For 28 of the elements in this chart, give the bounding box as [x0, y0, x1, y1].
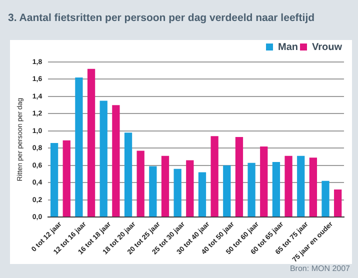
bar — [149, 166, 157, 217]
bar — [124, 132, 132, 217]
bar — [75, 78, 83, 217]
bar — [50, 142, 58, 217]
bar — [136, 150, 144, 217]
bar — [62, 140, 70, 217]
bar — [235, 136, 244, 217]
bar — [223, 165, 231, 217]
bar — [174, 168, 182, 217]
text: Bron: MON 2007 — [290, 264, 350, 273]
bar — [248, 162, 256, 217]
bar — [100, 100, 108, 217]
bar — [87, 68, 96, 217]
legend-label: Vrouw — [312, 42, 342, 53]
bar — [260, 146, 268, 217]
bar — [284, 156, 292, 217]
legend-label: Man — [278, 42, 298, 53]
bar — [309, 158, 317, 217]
bar — [322, 180, 330, 217]
bar — [198, 172, 206, 217]
bar — [112, 105, 120, 217]
bar — [272, 162, 280, 217]
bar — [161, 156, 170, 217]
bar — [297, 156, 305, 217]
bar — [186, 160, 194, 217]
bar — [334, 190, 342, 217]
chart-title: 3. Aantal fietsritten per persoon per dag verdeeld naar leeftijd — [8, 12, 315, 24]
bar — [210, 136, 218, 217]
